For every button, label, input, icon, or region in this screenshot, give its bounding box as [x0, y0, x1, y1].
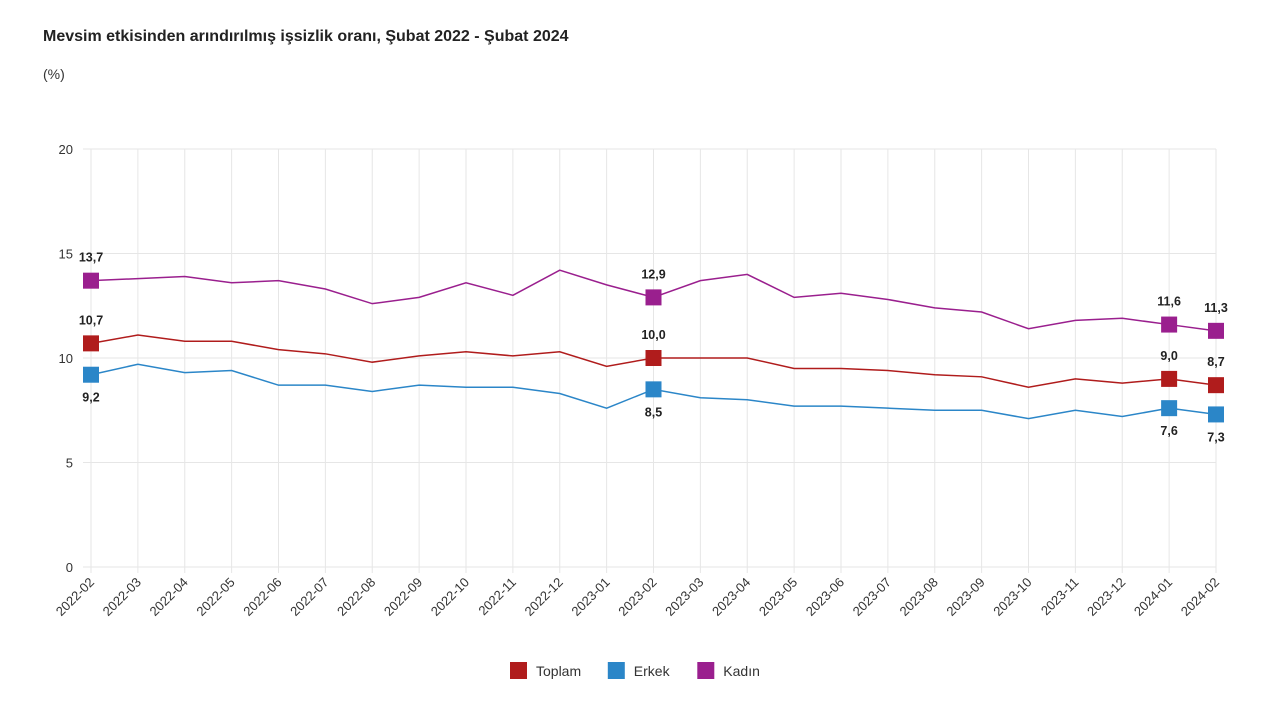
x-tick-label: 2023-05: [756, 575, 800, 619]
legend-label: Erkek: [634, 663, 671, 679]
x-tick-label: 2024-01: [1131, 575, 1175, 619]
x-tick-label: 2023-07: [850, 575, 894, 619]
data-point-marker: [83, 366, 99, 383]
data-label: 13,7: [79, 251, 103, 265]
data-label: 11,6: [1157, 295, 1181, 309]
x-tick-label: 2022-02: [53, 575, 97, 619]
data-point-marker: [83, 335, 99, 352]
x-tick-label: 2023-01: [568, 575, 612, 619]
data-label: 11,3: [1204, 301, 1228, 315]
y-axis-unit: (%): [43, 66, 65, 82]
y-tick-label: 20: [59, 142, 73, 157]
x-tick-label: 2023-12: [1084, 575, 1128, 619]
data-point-marker: [645, 289, 662, 306]
legend-label: Kadın: [723, 663, 760, 679]
data-point-marker: [1208, 377, 1224, 394]
data-label: 10,7: [79, 313, 103, 327]
x-tick-label: 2022-06: [240, 575, 284, 619]
data-point-marker: [1208, 322, 1224, 339]
x-tick-label: 2022-04: [147, 575, 191, 619]
x-tick-label: 2022-12: [522, 575, 566, 619]
x-tick-label: 2022-10: [428, 575, 472, 619]
y-tick-label: 10: [59, 351, 73, 366]
x-tick-label: 2022-08: [334, 575, 378, 619]
data-point-marker: [645, 381, 662, 398]
x-tick-label: 2023-02: [615, 575, 659, 619]
x-tick-label: 2023-06: [803, 575, 847, 619]
y-tick-label: 5: [66, 456, 73, 471]
x-tick-label: 2022-09: [381, 575, 425, 619]
y-tick-label: 15: [59, 247, 73, 262]
data-label: 8,7: [1207, 355, 1224, 369]
data-point-marker: [1161, 316, 1178, 333]
x-tick-label: 2023-10: [990, 575, 1034, 619]
x-tick-label: 2023-11: [1038, 575, 1082, 619]
data-point-marker: [1161, 400, 1178, 417]
x-tick-label: 2023-08: [897, 575, 941, 619]
legend-label: Toplam: [536, 663, 581, 679]
x-tick-label: 2024-02: [1178, 575, 1222, 619]
data-point-marker: [1161, 370, 1178, 387]
data-point-marker: [83, 272, 99, 289]
data-label: 9,0: [1160, 349, 1177, 363]
x-tick-label: 2022-03: [100, 575, 144, 619]
data-label: 12,9: [641, 267, 665, 281]
chart-title: Mevsim etkisinden arındırılmış işsizlik …: [43, 28, 569, 45]
legend-swatch: [607, 662, 625, 679]
y-tick-label: 0: [66, 560, 73, 575]
x-tick-label: 2022-07: [287, 575, 331, 619]
data-label: 10,0: [641, 328, 665, 342]
data-label: 8,5: [645, 405, 662, 419]
data-label: 9,2: [82, 391, 99, 405]
data-label: 7,3: [1207, 430, 1224, 444]
x-tick-label: 2023-03: [662, 575, 706, 619]
x-tick-label: 2022-05: [193, 575, 237, 619]
data-point-marker: [1208, 406, 1224, 423]
data-label: 7,6: [1160, 424, 1177, 438]
x-tick-label: 2022-11: [475, 575, 519, 619]
x-tick-label: 2023-09: [943, 575, 987, 619]
legend-swatch: [697, 662, 715, 679]
legend-swatch: [510, 662, 527, 679]
x-tick-label: 2023-04: [709, 575, 753, 619]
data-point-marker: [645, 350, 662, 366]
